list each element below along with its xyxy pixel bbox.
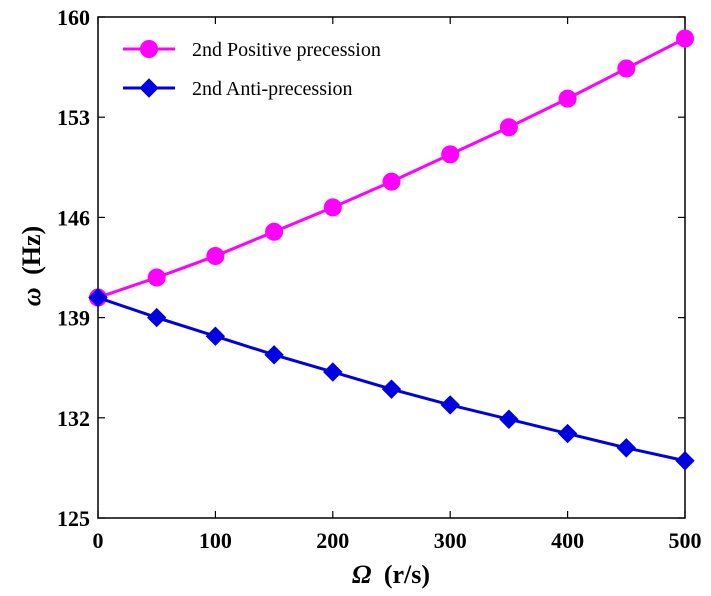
data-point (323, 198, 342, 217)
legend-marker (140, 40, 158, 58)
y-axis-symbol: ω (17, 287, 46, 306)
x-tick-label: 400 (551, 528, 584, 553)
axes (97, 16, 686, 519)
data-point (557, 423, 578, 444)
data-point (441, 145, 460, 164)
y-tick-label: 139 (57, 306, 90, 331)
data-point (88, 287, 108, 308)
data-point (617, 59, 636, 78)
x-axis-symbol: Ω (352, 560, 371, 589)
x-axis-unit: (r/s) (384, 560, 430, 589)
y-tick-label: 125 (57, 506, 90, 531)
series-line (97, 296, 686, 463)
x-tick-label: 500 (669, 528, 702, 553)
legend-label: 2nd Anti-precession (192, 78, 353, 100)
y-axis-unit: (Hz) (17, 226, 46, 275)
legend-entry: 2nd Positive precession (123, 39, 381, 61)
axis-titles: Ω (r/s) ω (Hz) (17, 226, 430, 589)
data-point (616, 438, 637, 458)
ticks: 0 100 200 300 400 500 125 132 139 146 153 160 (57, 5, 702, 553)
series-line (97, 37, 686, 299)
data-point (499, 409, 519, 429)
y-tick-label: 160 (57, 5, 90, 30)
data-point (147, 268, 166, 287)
data-point (264, 345, 284, 365)
data-point (558, 89, 577, 108)
data-point (499, 118, 518, 137)
data-point (675, 451, 695, 471)
y-tick-label: 153 (57, 105, 90, 130)
data-point (381, 379, 402, 399)
legend-marker (139, 78, 159, 98)
series-2 (88, 287, 695, 471)
y-tick-label: 146 (57, 205, 90, 230)
x-tick-label: 0 (93, 528, 104, 553)
x-axis-title: Ω (r/s) (352, 560, 430, 589)
plot-frame (97, 16, 686, 519)
data-point (206, 247, 225, 266)
x-tick-label: 200 (316, 528, 349, 553)
x-tick-label: 100 (199, 528, 232, 553)
legend-entry: 2nd Anti-precession (123, 78, 353, 100)
data-point (205, 326, 226, 346)
data-point (440, 395, 460, 415)
y-tick-label: 132 (57, 406, 90, 431)
series-layer (88, 29, 695, 471)
data-point (265, 222, 284, 241)
y-axis-title: ω (Hz) (17, 226, 46, 306)
data-point (382, 172, 401, 191)
x-tick-label: 300 (434, 528, 467, 553)
data-point (146, 307, 167, 328)
legend: 2nd Positive precession 2nd Anti-precessi… (123, 39, 381, 100)
legend-label: 2nd Positive precession (192, 39, 381, 61)
data-point (676, 29, 694, 48)
data-point (323, 362, 343, 382)
series-1 (89, 29, 694, 307)
